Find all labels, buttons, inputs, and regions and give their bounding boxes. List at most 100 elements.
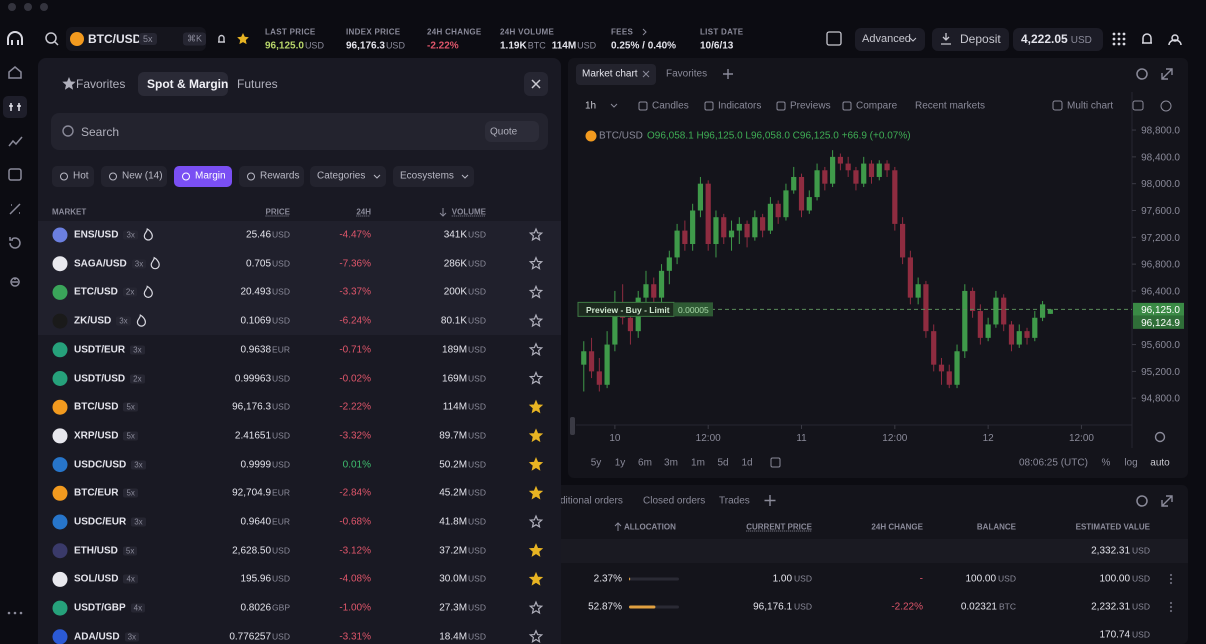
favorite-star[interactable] — [528, 600, 544, 615]
favorite-icon[interactable] — [237, 33, 249, 45]
favorite-star[interactable] — [528, 571, 544, 586]
favorite-star[interactable] — [528, 256, 544, 270]
chart-icon[interactable] — [8, 136, 23, 147]
multi-chart[interactable]: Multi chart — [1067, 100, 1114, 112]
filter-label[interactable]: Hot — [73, 170, 89, 182]
orders-column[interactable]: 24H CHANGE — [871, 522, 923, 532]
filter-label[interactable]: New (14) — [122, 170, 163, 182]
filter-label[interactable]: Ecosystems — [400, 170, 454, 182]
orders-expand[interactable] — [1161, 495, 1173, 507]
favorite-star[interactable] — [528, 485, 544, 500]
orders-column[interactable]: ESTIMATED VALUE — [1075, 522, 1150, 532]
range-button[interactable]: 6m — [638, 457, 652, 469]
more-icon[interactable] — [7, 611, 23, 615]
add-tab[interactable] — [723, 69, 733, 79]
orders-column[interactable]: CURRENT PRICE — [746, 522, 812, 532]
range-button[interactable]: 1m — [691, 457, 705, 469]
calendar-icon[interactable] — [770, 457, 781, 468]
apps-icon[interactable] — [1112, 32, 1126, 46]
favorite-star[interactable] — [528, 543, 544, 557]
pair-selector[interactable] — [66, 27, 206, 51]
favorite-star[interactable] — [528, 399, 544, 414]
mode-button[interactable] — [855, 28, 925, 51]
chart-tool[interactable]: Indicators — [718, 100, 762, 112]
favorite-star[interactable] — [528, 284, 544, 299]
range-button[interactable]: 5d — [717, 457, 729, 469]
notifications-icon[interactable] — [1142, 33, 1152, 44]
close-tab[interactable] — [642, 70, 650, 78]
favorite-star[interactable] — [528, 514, 544, 529]
scale-option[interactable]: auto — [1150, 457, 1170, 469]
window-dot[interactable] — [24, 3, 32, 11]
range-button[interactable]: 3m — [664, 457, 678, 469]
search-icon[interactable] — [45, 32, 57, 44]
favorite-star[interactable] — [528, 428, 544, 443]
orders-tab[interactable]: Trades — [719, 495, 750, 507]
history-icon[interactable] — [9, 237, 21, 249]
window-dot[interactable] — [40, 3, 48, 11]
snapshot-icon[interactable] — [1132, 100, 1144, 111]
balance[interactable]: 4,222.05 USD — [1021, 32, 1092, 46]
range-button[interactable]: 1y — [614, 457, 626, 469]
fees-chevron[interactable] — [642, 28, 647, 36]
learn-icon[interactable] — [10, 277, 20, 287]
favorite-star[interactable] — [528, 313, 544, 328]
favorite-star[interactable] — [528, 342, 544, 356]
panel-tab[interactable]: Futures — [237, 77, 278, 91]
settings-icon[interactable] — [1136, 68, 1148, 80]
account-icon[interactable] — [1168, 34, 1182, 46]
orders-column[interactable]: BALANCE — [976, 522, 1016, 532]
filter-label[interactable]: Categories — [317, 170, 366, 182]
bell-icon[interactable] — [218, 34, 225, 43]
orders-tab[interactable]: ditional orders — [560, 495, 623, 507]
favorite-star[interactable] — [528, 457, 544, 471]
interval-chevron[interactable] — [610, 103, 618, 108]
logo[interactable] — [7, 31, 23, 45]
orders-settings[interactable] — [1136, 495, 1148, 507]
interval[interactable]: 1h — [585, 100, 597, 112]
column-header[interactable]: VOLUME — [451, 207, 486, 217]
panel-tab[interactable]: Spot & Margin — [147, 77, 229, 91]
chart-tab[interactable]: Market chart — [582, 68, 638, 80]
help-icon[interactable] — [1160, 100, 1172, 112]
row-menu[interactable] — [1169, 573, 1173, 613]
range-button[interactable]: 5y — [590, 457, 602, 469]
search-placeholder[interactable]: Search — [81, 125, 120, 139]
panel-tab[interactable]: Favorites — [76, 77, 126, 91]
mode-label[interactable]: Advanced — [862, 33, 911, 45]
axis-settings[interactable] — [1154, 431, 1166, 443]
portfolio-icon[interactable] — [8, 168, 22, 181]
deposit-label[interactable]: Deposit — [960, 32, 1001, 46]
percent-icon[interactable] — [9, 203, 21, 215]
favorite-star[interactable] — [528, 629, 544, 643]
active-chart-tab[interactable] — [576, 64, 656, 85]
chart-tool[interactable]: Previews — [790, 100, 831, 112]
home-icon[interactable] — [8, 66, 22, 79]
balance-button[interactable] — [1013, 28, 1103, 51]
multi-chart-checkbox[interactable] — [1052, 100, 1063, 111]
column-header[interactable]: MARKET — [52, 207, 87, 217]
chart-tool[interactable]: Recent markets — [915, 100, 986, 112]
favorite-star[interactable] — [528, 227, 544, 242]
trade-icon[interactable] — [9, 103, 21, 111]
orders-column[interactable]: ALLOCATION — [624, 522, 676, 532]
range-button[interactable]: 1d — [741, 457, 753, 469]
window-dot[interactable] — [8, 3, 16, 11]
layout-icon[interactable] — [826, 31, 842, 46]
orders-tab[interactable]: Closed orders — [643, 495, 706, 507]
scale-option[interactable]: % — [1101, 457, 1111, 469]
add-orders-tab[interactable] — [764, 495, 776, 506]
deposit-button[interactable] — [932, 28, 1009, 51]
chart-tab[interactable]: Favorites — [666, 68, 708, 80]
expand-icon[interactable] — [1161, 68, 1173, 80]
scroll-handle[interactable] — [570, 417, 575, 435]
quote-select[interactable]: Quote — [490, 126, 518, 138]
filter-label[interactable]: Margin — [195, 170, 226, 182]
filter-label[interactable]: Rewards — [260, 170, 300, 182]
chart-tool[interactable]: Candles — [652, 100, 689, 112]
favorite-star[interactable] — [528, 370, 544, 385]
column-header[interactable]: PRICE — [265, 207, 290, 217]
column-header[interactable]: 24H — [356, 207, 371, 217]
scale-option[interactable]: log — [1124, 457, 1138, 469]
chart-tool[interactable]: Compare — [856, 100, 898, 112]
